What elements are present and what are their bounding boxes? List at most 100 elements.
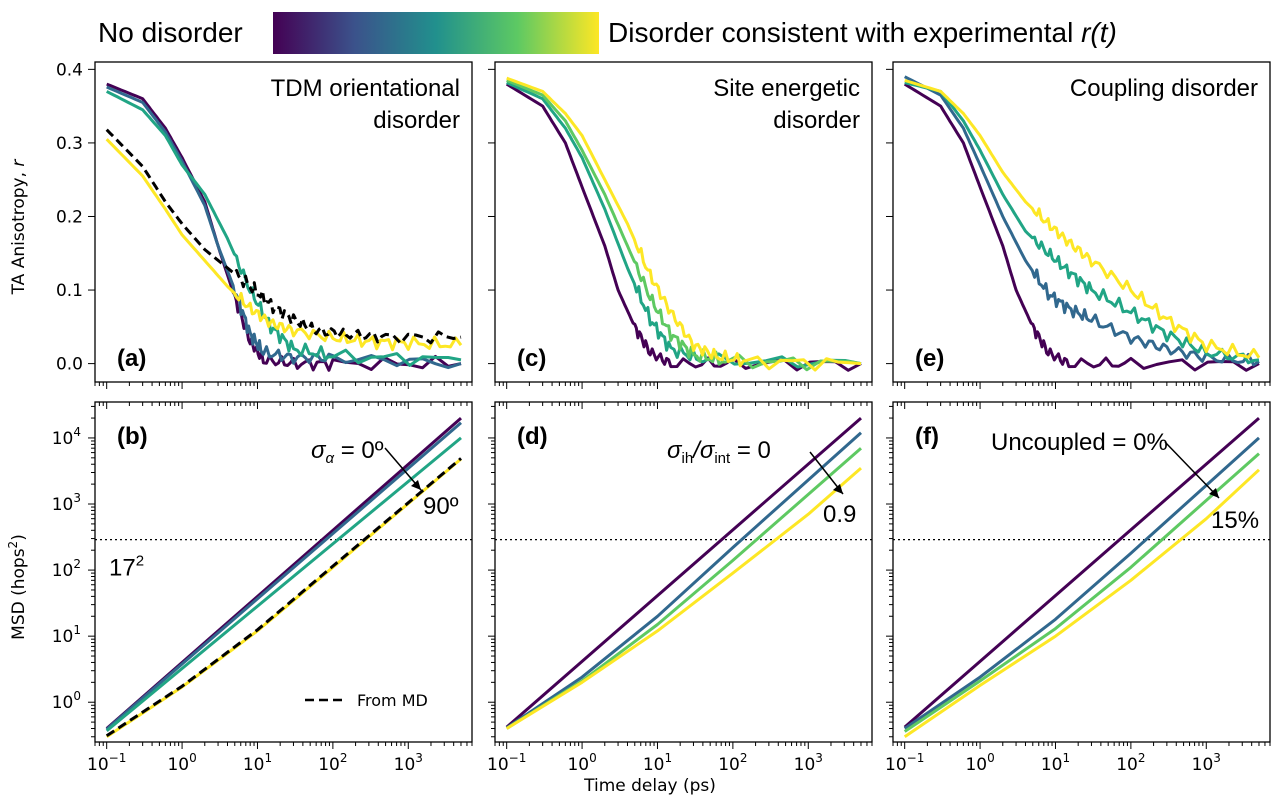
annotation-start: σα = 0º <box>311 437 384 467</box>
x-tick-label: 102 <box>718 751 747 775</box>
series-line-c4 <box>505 466 862 730</box>
annotation-end: 15% <box>1211 507 1259 534</box>
x-tick-exponent: 1 <box>664 751 672 765</box>
series-line-c3 <box>505 447 862 730</box>
panel-title: Coupling disorder <box>1070 75 1258 102</box>
x-tick-exponent: 3 <box>815 751 823 765</box>
panel-frame <box>494 61 873 383</box>
legend-md-label: From MD <box>357 691 428 710</box>
y-tick-label: 102 <box>52 557 81 581</box>
x-axis-label: Time delay (ps) <box>583 776 716 796</box>
y-tick-exponent: 1 <box>73 623 81 637</box>
x-tick-base: 10 <box>243 755 265 775</box>
x-tick-label: 100 <box>567 751 596 775</box>
annotation-value: = 0 <box>730 437 771 464</box>
panel-frame <box>94 401 473 743</box>
annotation-end: 0.9 <box>823 501 856 528</box>
series-group <box>105 82 463 372</box>
y-tick-label: 0.1 <box>56 281 83 301</box>
x-tick-label: 100 <box>965 751 994 775</box>
panel-frame <box>94 61 473 383</box>
panel-frame <box>494 401 873 743</box>
series-line-c1 <box>903 436 1261 730</box>
y-axis-label-bottom: MSD (hops2) <box>6 534 29 640</box>
annotation-mid: /σ <box>691 437 716 464</box>
x-tick-label: 102 <box>318 751 347 775</box>
annotation-start: σih/σint = 0 <box>667 437 771 467</box>
annotation-start: Uncoupled = 0% <box>991 429 1168 456</box>
annotation-end: 90º <box>423 493 459 520</box>
panel-a: 0.0 0.1 0.2 0.3 0.4 (a) TDM orientational disor… <box>56 60 473 389</box>
panel-f: 10−1 100 101 102 103(f) Uncoupled = 0%15% <box>885 401 1271 775</box>
y-axis-label-bottom-end: ) <box>9 534 29 541</box>
y-tick-label: 0.2 <box>56 207 83 227</box>
y-tick-label: 0.4 <box>56 60 83 80</box>
y-tick-label: 0.3 <box>56 134 83 154</box>
annotation-sub: α <box>325 450 334 467</box>
x-tick-exponent: 3 <box>1213 751 1221 765</box>
x-tick-exponent: −1 <box>907 751 925 765</box>
panel-letter: (b) <box>117 423 148 450</box>
series-group <box>505 416 863 730</box>
x-tick-exponent: 2 <box>340 751 348 765</box>
panel-frame <box>892 61 1271 383</box>
panel-title: disorder <box>773 107 860 134</box>
x-tick-exponent: 0 <box>189 751 197 765</box>
series-group <box>105 416 462 739</box>
annotation-sub: ih <box>681 450 693 467</box>
series-line-c3 <box>903 452 1260 733</box>
x-tick-label: 10−1 <box>885 751 924 775</box>
x-tick-base: 10 <box>87 755 109 775</box>
panel-letter: (e) <box>915 345 944 372</box>
x-tick-base: 10 <box>794 755 816 775</box>
x-tick-base: 10 <box>1041 755 1063 775</box>
series-line-c0 <box>903 416 1260 729</box>
threshold-base: 17 <box>109 555 136 582</box>
x-tick-label: 103 <box>394 751 423 775</box>
y-tick-base: 10 <box>52 429 74 449</box>
series-line-c1 <box>903 75 1260 367</box>
series-line-c2 <box>105 436 462 732</box>
x-tick-base: 10 <box>167 755 189 775</box>
threshold-label: 172 <box>109 553 144 582</box>
series-line-c2 <box>904 81 1260 365</box>
annotation-value: = 0º <box>334 437 384 464</box>
panels: 0.0 0.1 0.2 0.3 0.4 (a) TDM orientational disor… <box>52 60 1271 775</box>
x-tick-base: 10 <box>567 755 589 775</box>
y-tick-base: 10 <box>52 627 74 647</box>
panel-title: TDM orientational <box>271 75 460 102</box>
y-axis-label-bottom-sup: 2 <box>6 541 20 549</box>
y-axis-label-bottom-main: MSD (hops <box>9 548 29 640</box>
y-tick-base: 10 <box>52 693 74 713</box>
y-tick-label: 103 <box>52 491 81 515</box>
y-tick-base: 10 <box>52 495 74 515</box>
x-tick-exponent: 2 <box>740 751 748 765</box>
x-tick-label: 103 <box>1192 751 1221 775</box>
panel-letter: (f) <box>915 423 939 450</box>
y-tick-label: 104 <box>52 425 81 449</box>
series-line-c2 <box>506 81 862 369</box>
series-line-c4 <box>904 78 1261 359</box>
x-tick-exponent: 1 <box>1062 751 1070 765</box>
x-tick-exponent: −1 <box>109 751 127 765</box>
x-tick-base: 10 <box>1116 755 1138 775</box>
x-tick-base: 10 <box>965 755 987 775</box>
y-tick-label: 101 <box>52 623 81 647</box>
series-line-c0 <box>903 82 1260 372</box>
x-tick-exponent: −1 <box>509 751 527 765</box>
colorbar <box>273 12 599 54</box>
series-group <box>903 75 1261 372</box>
panel-d: 10−1 100 101 102 103(d)σih/σint = 00.9 <box>487 401 873 775</box>
panel-letter: (d) <box>517 423 548 450</box>
y-tick-label: 100 <box>52 689 81 713</box>
x-tick-exponent: 0 <box>987 751 995 765</box>
x-tick-label: 101 <box>243 751 272 775</box>
panel-letter: (c) <box>517 345 546 372</box>
x-tick-label: 101 <box>1041 751 1070 775</box>
panel-title: Site energetic <box>713 75 860 102</box>
arrow-head-icon <box>411 480 421 490</box>
x-tick-base: 10 <box>318 755 340 775</box>
header-right-label-italic: r(t) <box>1081 17 1117 48</box>
x-tick-label: 102 <box>1116 751 1145 775</box>
